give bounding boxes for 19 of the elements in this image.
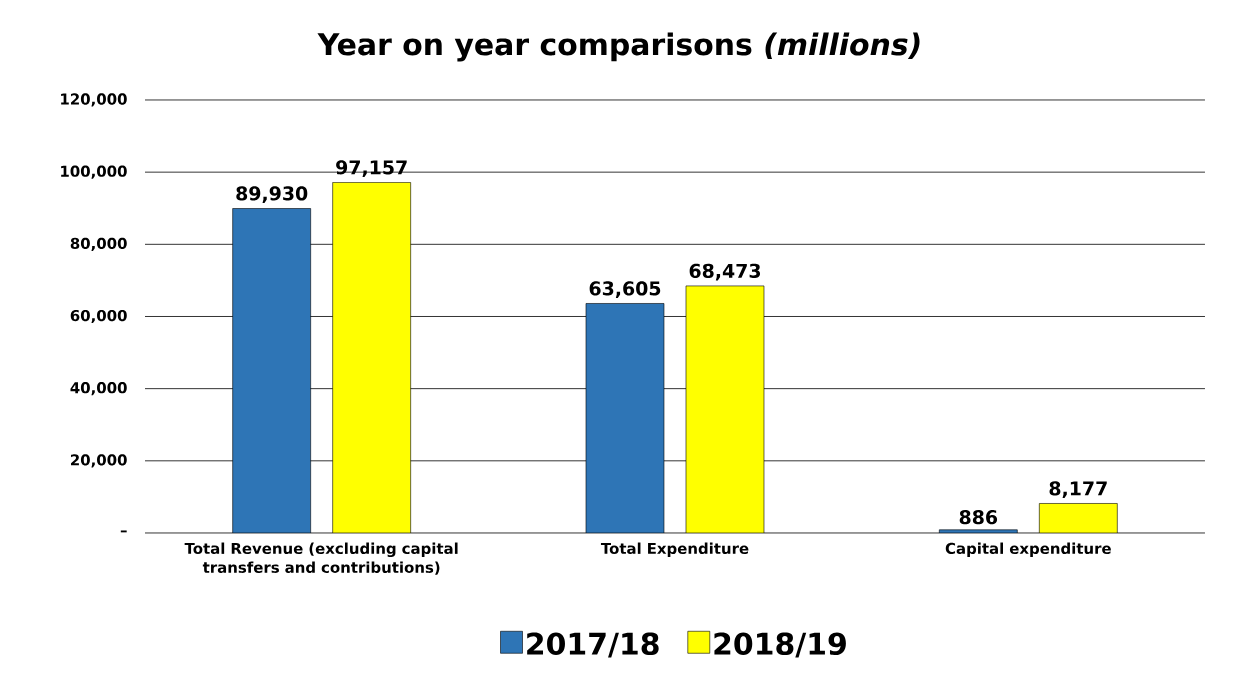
y-tick-label: 40,000 [70, 382, 127, 396]
data-label: 97,157 [336, 160, 407, 177]
x-tick-label: Total Expenditure [600, 542, 749, 557]
data-label: 68,473 [689, 263, 761, 281]
x-tick-label: Capital expenditure [945, 542, 1111, 557]
data-label: 63,605 [589, 281, 661, 298]
chart-title: Year on year comparisons (millions) [317, 32, 920, 62]
data-label: 89,930 [236, 186, 308, 203]
data-label: 886 [959, 509, 998, 525]
y-tick-label: 20,000 [71, 454, 127, 468]
y-tick-label: 80,000 [70, 237, 127, 251]
data-label: 8,177 [1049, 481, 1107, 498]
legend-label: 2018/19 [714, 632, 846, 658]
legend-label: 2017/18 [527, 632, 659, 658]
y-tick-label: 100,000 [61, 165, 127, 179]
y-tick-label: 60,000 [70, 309, 127, 324]
y-tick-label: 120,000 [61, 93, 127, 107]
x-tick-label: Total Revenue (excluding capital transfers and contributions) [184, 542, 458, 575]
y-tick-label: – [120, 530, 127, 533]
